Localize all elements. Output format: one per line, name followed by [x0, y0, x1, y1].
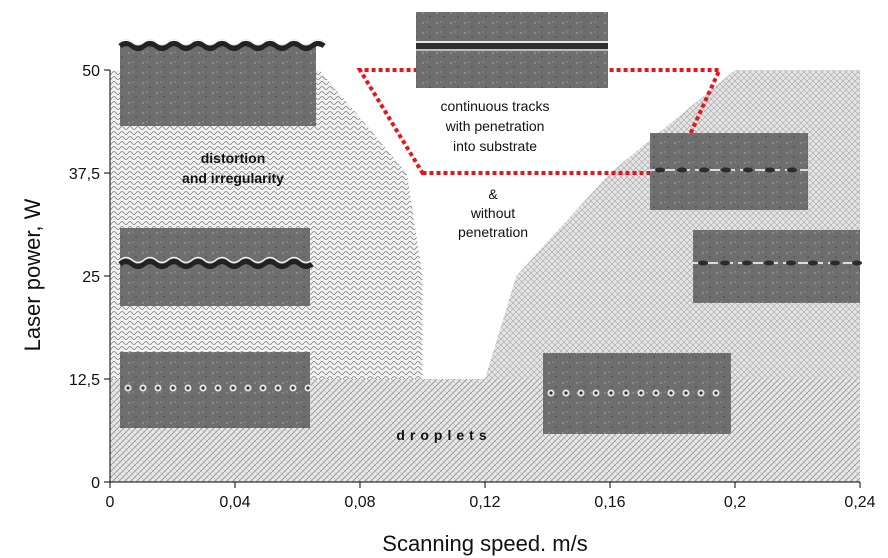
- label-distortion: distortion and irregularity: [182, 150, 284, 186]
- axes: 0 0,04 0,08 0,12 0,16 0,2 0,24 0 12,5 25 37,5 50: [69, 63, 876, 511]
- track-photo-2: [416, 12, 608, 88]
- y-tick-label: 25: [82, 269, 100, 286]
- label-droplets: droplets: [396, 427, 491, 443]
- label-without-penetration: & without penetration: [458, 186, 528, 240]
- y-tick-label: 37,5: [69, 166, 100, 183]
- label-without-penetration-line: penetration: [458, 224, 528, 240]
- label-continuous-tracks: continuous tracks with penetration into su…: [441, 98, 550, 154]
- x-tick-label: 0,08: [344, 494, 375, 511]
- track-photo-4: [118, 228, 314, 306]
- label-distortion-line: and irregularity: [182, 170, 284, 186]
- region-labels: continuous tracks with penetration into su…: [182, 98, 549, 443]
- x-tick-label: 0,2: [724, 494, 746, 511]
- track-photo-6: [120, 352, 312, 428]
- y-axis-title: Laser power, W: [20, 198, 45, 351]
- track-photos: [118, 12, 862, 434]
- x-tick-label: 0,24: [844, 494, 875, 511]
- y-tick-label: 50: [82, 63, 100, 80]
- x-tick-label: 0,12: [469, 494, 500, 511]
- region-right-hatched: [485, 70, 860, 379]
- label-continuous-tracks-line: continuous tracks: [441, 98, 550, 114]
- track-photo-1: [118, 38, 326, 126]
- track-photo-5: [693, 230, 862, 303]
- label-continuous-tracks-line: with penetration: [445, 118, 545, 134]
- y-tick-label: 0: [91, 475, 100, 492]
- x-tick-label: 0,04: [219, 494, 250, 511]
- x-tick-label: 0: [106, 494, 115, 511]
- label-distortion-line: distortion: [201, 150, 266, 166]
- track-photo-7: [543, 353, 731, 434]
- x-tick-label: 0,16: [594, 494, 625, 511]
- label-without-penetration-line: &: [488, 186, 498, 202]
- label-continuous-tracks-line: into substrate: [453, 138, 537, 154]
- x-axis-title: Scanning speed. m/s: [382, 531, 587, 556]
- y-tick-label: 12,5: [69, 372, 100, 389]
- label-without-penetration-line: without: [470, 205, 515, 221]
- track-photo-3: [650, 133, 808, 210]
